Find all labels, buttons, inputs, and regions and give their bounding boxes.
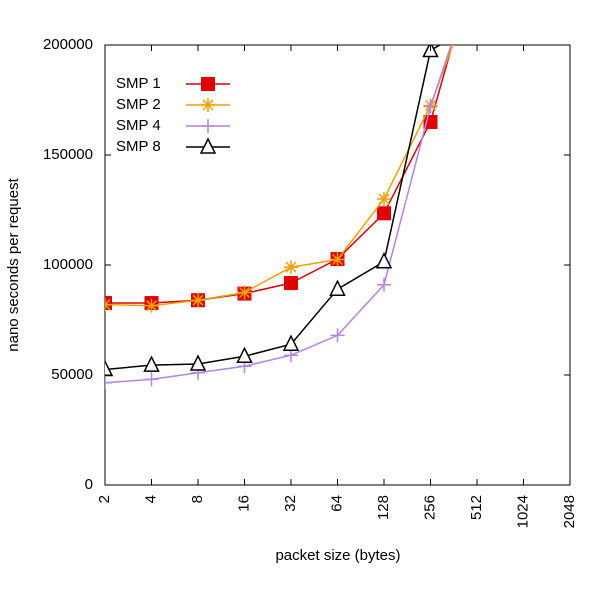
x-tick-label: 1024 [514,495,531,528]
y-tick-label: 50000 [51,366,93,383]
legend-marker [201,119,215,133]
x-axis-label: packet size (bytes) [275,547,400,564]
marker [105,296,112,311]
marker [144,372,159,387]
x-tick-label: 32 [282,495,299,512]
marker [282,334,300,351]
x-tick-label: 64 [328,495,345,512]
x-tick-label: 2 [96,495,113,503]
marker [375,252,393,269]
series-line [105,45,442,371]
legend-label: SMP 8 [116,138,161,155]
y-axis-label: nano seconds per request [5,177,22,351]
marker [470,15,484,29]
marker [191,293,205,308]
x-tick-label: 8 [189,495,206,503]
x-tick-label: 512 [468,495,485,520]
marker [377,277,391,292]
x-tick-label: 16 [235,495,252,512]
legend-marker [201,98,215,112]
y-tick-label: 200000 [43,36,93,53]
x-tick-label: 2048 [561,495,578,528]
legend-label: SMP 1 [116,75,161,92]
y-tick-label: 0 [85,476,93,493]
x-tick-label: 128 [375,495,392,520]
marker [237,285,252,300]
legend-label: SMP 2 [116,96,161,113]
marker [377,206,391,221]
x-tick-label: 256 [421,495,438,520]
marker [236,346,253,364]
marker [330,328,345,343]
marker [284,260,298,275]
marker [144,298,159,313]
marker [143,355,160,372]
legend-label: SMP 4 [116,117,161,134]
legend-marker [199,137,217,154]
marker [377,192,391,206]
x-tick-label: 4 [142,495,159,503]
marker [329,279,346,296]
marker [284,276,298,291]
legend-marker [201,77,215,91]
y-tick-label: 150000 [43,146,93,163]
series-line [105,45,452,384]
marker [330,252,345,267]
marker [105,297,112,312]
marker [189,354,207,371]
marker [423,99,438,114]
marker [105,375,112,390]
marker [105,359,114,377]
plot-area [105,15,484,390]
y-tick-label: 100000 [43,256,93,273]
